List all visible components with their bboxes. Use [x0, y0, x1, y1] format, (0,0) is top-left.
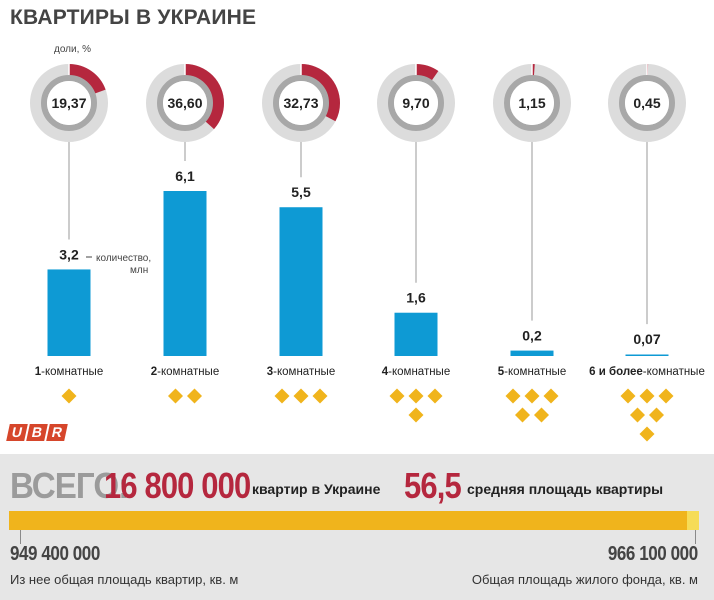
ring-center	[625, 81, 669, 125]
room-diamond-icon	[61, 388, 77, 404]
share-value-label: 9,70	[402, 95, 429, 111]
average-area-caption: средняя площадь квартиры	[467, 481, 664, 497]
ring-center	[279, 81, 323, 125]
share-value-label: 32,73	[283, 95, 318, 111]
room-diamond-icon	[408, 388, 424, 404]
category-label-number: 6 и более	[589, 366, 643, 378]
ring-center	[394, 81, 438, 125]
category-label-number: 3	[267, 366, 273, 378]
room-diamond-icon	[505, 388, 521, 404]
category-label-number: 5	[498, 366, 505, 378]
category-label-suffix: -комнатные	[504, 366, 566, 378]
area-bar	[9, 511, 699, 530]
area-tick-right	[695, 530, 696, 544]
logo-letter-b: B	[26, 424, 48, 441]
room-diamond-icon	[408, 407, 424, 423]
ring-inner	[619, 75, 675, 131]
room-diamond-icon	[620, 388, 636, 404]
room-diamond-icon	[274, 388, 290, 404]
logo-letter-u: U	[6, 424, 28, 441]
ubr-logo: U B R	[6, 424, 68, 441]
share-value-label: 0,45	[633, 95, 660, 111]
area-tick-left	[20, 530, 21, 544]
room-diamond-icon	[639, 388, 655, 404]
count-value-label: 5,5	[291, 184, 311, 200]
total-apartments: 16 800 000	[104, 465, 251, 506]
ring-inner	[504, 75, 560, 131]
room-diamond-icon	[630, 407, 645, 423]
room-diamond-icon	[649, 407, 664, 423]
room-diamond-icon	[543, 388, 559, 404]
category-label: 1-комнатные	[35, 366, 103, 378]
ring-center	[510, 81, 554, 125]
count-bar	[394, 312, 438, 356]
logo-letter-r: R	[46, 424, 68, 441]
room-diamond-icon	[427, 388, 443, 404]
shares-label: доли, %	[54, 44, 91, 55]
share-value-label: 19,37	[51, 95, 86, 111]
total-apartments-caption: квартир в Украине	[252, 481, 381, 497]
housing-area-value: 966 100 000	[608, 543, 698, 565]
share-value-label: 36,60	[167, 95, 202, 111]
apartments-chart: доли, % 19,37 36,60 32,73 9,70 1,15 0,45 3,2 6,1…	[30, 44, 705, 442]
count-label-line1: количество,	[96, 253, 151, 264]
room-diamond-icon	[187, 388, 202, 404]
ring-inner	[273, 75, 329, 131]
room-diamond-icon	[515, 407, 530, 423]
ring-inner	[41, 75, 97, 131]
room-diamond-icon	[168, 388, 183, 404]
count-value-label: 0,2	[522, 328, 542, 344]
room-diamond-icon	[293, 388, 309, 404]
count-value-label: 1,6	[406, 290, 426, 306]
count-bar	[279, 207, 323, 356]
room-diamond-icon	[389, 388, 405, 404]
category-label-number: 2	[151, 366, 157, 378]
count-bar	[510, 350, 554, 356]
category-label: 5-комнатные	[498, 366, 566, 378]
count-value-label: 3,2	[59, 246, 79, 262]
total-word: ВСЕГО:	[10, 465, 129, 506]
housing-area-note: Общая площадь жилого фонда, кв. м	[471, 572, 698, 587]
room-diamond-icon	[534, 407, 549, 423]
room-diamond-icon	[639, 426, 655, 442]
ring-center	[163, 81, 207, 125]
category-label-suffix: -комнатные	[388, 366, 450, 378]
room-diamond-icon	[312, 388, 328, 404]
area-bar-remainder	[687, 511, 699, 530]
category-label: 3-комнатные	[267, 366, 335, 378]
category-label: 2-комнатные	[151, 366, 219, 378]
share-value-label: 1,15	[518, 95, 545, 111]
category-label-number: 1	[35, 366, 42, 378]
count-value-label: 6,1	[175, 168, 195, 184]
category-label-suffix: -комнатные	[643, 366, 705, 378]
category-label: 6 и более-комнатные	[589, 366, 705, 378]
category-label: 4-комнатные	[382, 366, 450, 378]
page-title: КВАРТИРЫ В УКРАИНЕ	[10, 6, 257, 29]
ring-center	[47, 81, 91, 125]
apartments-area-value: 949 400 000	[10, 543, 100, 565]
category-label-suffix: -комнатные	[41, 366, 103, 378]
count-bar	[47, 269, 91, 356]
category-label-suffix: -комнатные	[273, 366, 335, 378]
count-value-label: 0,07	[633, 331, 660, 347]
ring-inner	[388, 75, 444, 131]
category-label-number: 4	[382, 366, 389, 378]
ring-inner	[157, 75, 213, 131]
count-label-line2: млн	[130, 265, 148, 276]
count-bar	[625, 354, 669, 356]
average-area: 56,5	[404, 465, 462, 506]
category-label-suffix: -комнатные	[157, 366, 219, 378]
count-bar	[163, 191, 207, 356]
room-diamond-icon	[524, 388, 540, 404]
room-diamond-icon	[658, 388, 674, 404]
apartments-area-note: Из нее общая площадь квартир, кв. м	[10, 572, 239, 587]
